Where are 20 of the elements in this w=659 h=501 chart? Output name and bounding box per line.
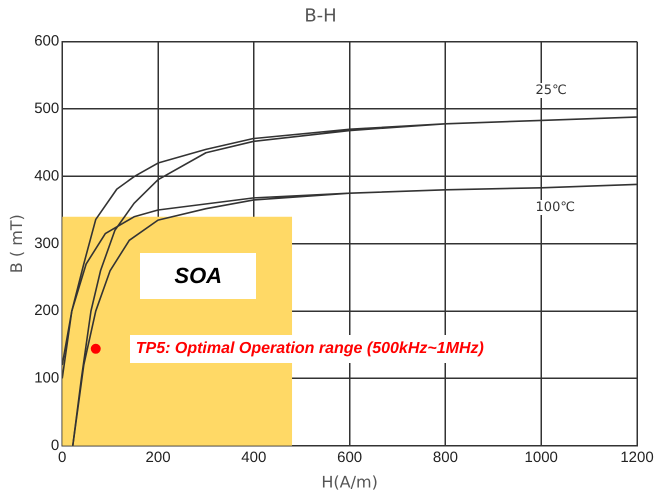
- x-tick-label: 600: [337, 448, 362, 466]
- y-tick-label: 300: [34, 234, 60, 252]
- chart-title: B-H: [304, 5, 337, 26]
- y-tick-label: 600: [34, 32, 60, 50]
- text: TP5: Optimal Operation range (500kHz~1MHz): [130, 334, 490, 363]
- x-tick-label: 400: [241, 448, 266, 466]
- series-label: SOA: [140, 253, 256, 300]
- y-tick-label: 500: [34, 100, 60, 118]
- series-label: 100℃: [534, 200, 577, 216]
- x-tick-label: 800: [432, 448, 458, 466]
- x-axis-title: H(A/m): [321, 472, 378, 492]
- y-tick-label: 100: [34, 370, 60, 387]
- y-tick-label: 0: [50, 436, 60, 454]
- x-tick-label: 1200: [620, 448, 654, 466]
- y-tick-label: 400: [34, 167, 60, 184]
- series-label: 25℃: [534, 83, 569, 98]
- y-tick-label: 200: [34, 302, 60, 320]
- x-tick-label: 1000: [524, 448, 558, 466]
- y-axis-title: B ( mT): [6, 214, 26, 274]
- x-tick-label: 200: [146, 448, 171, 466]
